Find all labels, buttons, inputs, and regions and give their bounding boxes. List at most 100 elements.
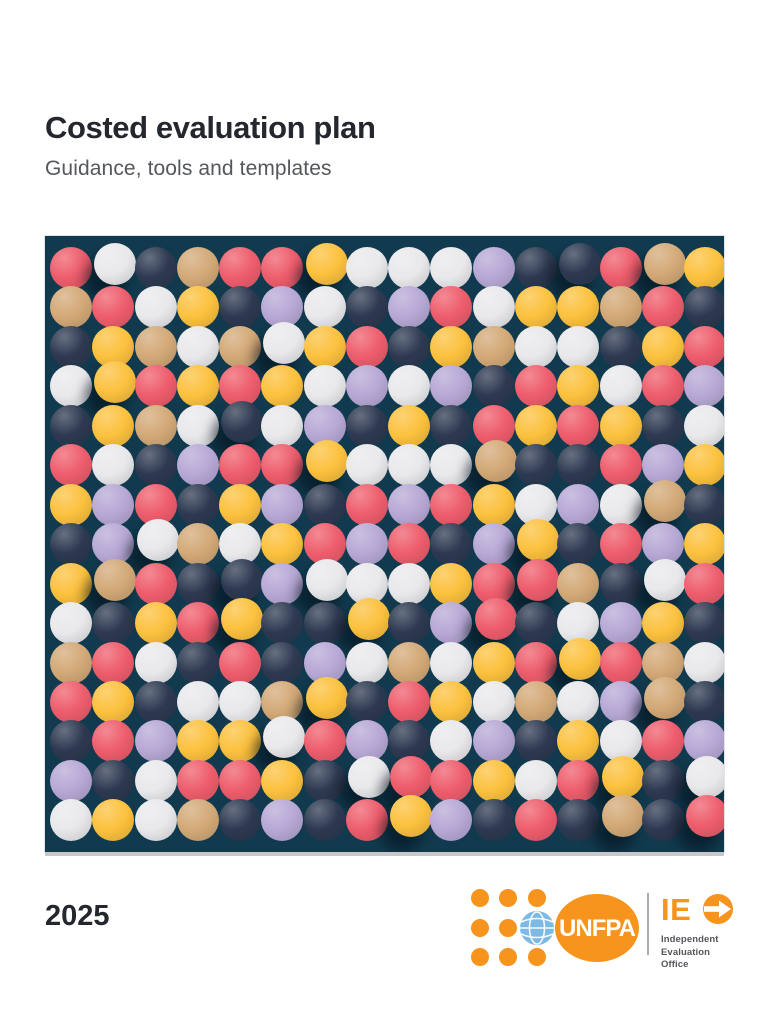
artwork-dot <box>94 558 137 601</box>
artwork-dot <box>684 444 724 487</box>
artwork-dot <box>92 523 135 566</box>
artwork-dot <box>472 404 515 447</box>
artwork-dot <box>92 325 135 368</box>
artwork-dot <box>50 680 92 723</box>
artwork-dot <box>176 799 219 842</box>
artwork-dot <box>388 523 431 566</box>
artwork-dot <box>303 286 346 329</box>
artwork-dot <box>50 325 92 368</box>
artwork-dot <box>176 365 219 408</box>
artwork-dot <box>641 641 684 684</box>
artwork-dot <box>303 641 346 684</box>
artwork-dot <box>219 641 262 684</box>
artwork-dot <box>641 602 684 645</box>
artwork-dot <box>643 558 686 601</box>
artwork-dot <box>557 523 600 566</box>
artwork-dot <box>388 602 431 645</box>
artwork-dot <box>345 641 388 684</box>
artwork-dot <box>430 680 473 723</box>
arrow-right-icon <box>704 900 731 918</box>
artwork-dot <box>684 562 724 605</box>
artwork-dot <box>430 247 473 289</box>
artwork-dot <box>305 558 348 601</box>
artwork-dot <box>176 483 219 526</box>
artwork-dot <box>176 720 219 763</box>
artwork-dot <box>261 641 304 684</box>
artwork-dot <box>557 404 600 447</box>
artwork-dot <box>514 325 557 368</box>
artwork-dot <box>388 680 431 723</box>
artwork-dot <box>134 641 177 684</box>
artwork-dot <box>474 440 517 483</box>
artwork-dot <box>176 325 219 368</box>
artwork-dot <box>514 286 557 329</box>
unfpa-wordmark: UNFPA <box>559 915 636 942</box>
artwork-dot <box>514 247 557 289</box>
artwork-dot <box>472 325 515 368</box>
artwork-dot <box>347 598 390 641</box>
artwork-dot <box>641 365 684 408</box>
artwork-dot <box>514 444 557 487</box>
artwork-dot <box>261 562 304 605</box>
artwork-dot <box>557 680 600 723</box>
artwork-dot <box>514 759 557 802</box>
artwork-dot <box>516 558 559 601</box>
artwork-dot <box>176 602 219 645</box>
artwork-dot <box>305 243 348 285</box>
artwork-dot <box>219 720 262 763</box>
artwork-dot <box>50 759 92 802</box>
artwork-dot <box>641 523 684 566</box>
artwork-dot <box>345 799 388 842</box>
artwork-dot <box>176 680 219 723</box>
artwork-dot <box>50 286 92 329</box>
artwork-dot <box>134 325 177 368</box>
artwork-dot <box>345 680 388 723</box>
artwork-dot <box>514 483 557 526</box>
artwork-dot <box>94 243 137 285</box>
artwork-dot <box>219 680 262 723</box>
artwork-dot <box>388 720 431 763</box>
artwork-dot <box>345 404 388 447</box>
artwork-dot <box>472 799 515 842</box>
artwork-dot <box>684 286 724 329</box>
artwork-dot <box>303 759 346 802</box>
artwork-dot <box>261 286 304 329</box>
artwork-dot <box>134 483 177 526</box>
artwork-dot <box>641 799 684 842</box>
artwork-dot <box>599 641 642 684</box>
artwork-dot <box>599 247 642 289</box>
artwork-dot <box>50 404 92 447</box>
artwork-dot <box>50 641 92 684</box>
artwork-dot <box>219 799 262 842</box>
artwork-dot <box>684 641 724 684</box>
artwork-dot <box>345 444 388 487</box>
artwork-dot <box>345 523 388 566</box>
artwork-dot <box>557 759 600 802</box>
artwork-dot <box>345 562 388 605</box>
artwork-dot <box>684 247 724 289</box>
artwork-dot <box>305 440 348 483</box>
artwork-dot <box>50 799 92 842</box>
unfpa-logo: UNFPA <box>471 889 639 966</box>
artwork-dot <box>599 325 642 368</box>
artwork-dot <box>430 365 473 408</box>
artwork-dot <box>305 676 348 719</box>
artwork-dot <box>472 641 515 684</box>
artwork-dot <box>557 562 600 605</box>
artwork-dot <box>134 247 177 289</box>
artwork-dot <box>263 321 306 364</box>
title-block: Costed evaluation plan Guidance, tools a… <box>45 111 376 181</box>
artwork-dot <box>219 444 262 487</box>
artwork-dot <box>176 286 219 329</box>
artwork-dot <box>303 325 346 368</box>
artwork-dot <box>684 325 724 368</box>
artwork-dot <box>261 799 304 842</box>
artwork-dot <box>430 325 473 368</box>
artwork-dot <box>684 404 724 447</box>
artwork-dot <box>430 641 473 684</box>
artwork-dot <box>92 404 135 447</box>
artwork-dot <box>50 444 92 487</box>
artwork-dot <box>261 602 304 645</box>
artwork-dot <box>601 795 644 838</box>
artwork-dot <box>219 286 262 329</box>
